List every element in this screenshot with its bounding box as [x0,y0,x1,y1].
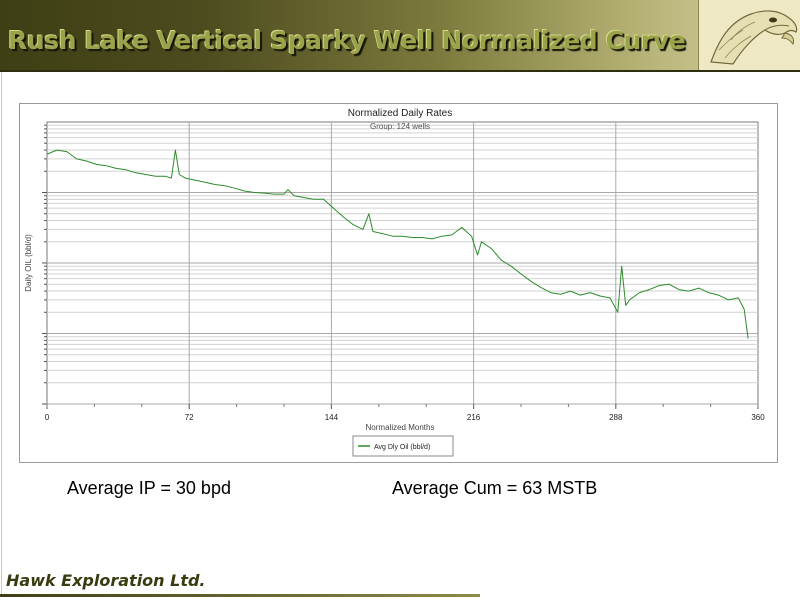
legend-label: Avg Dly Oil (bbl/d) [374,444,430,451]
average-cum-label: Average Cum = 63 MSTB [392,478,598,498]
eagle-head-icon [698,0,800,70]
series-line [46,149,749,339]
y-axis-label: Daily OIL (bbl/d) [24,234,33,292]
x-tick-label: 0 [45,413,50,422]
footer-rule [0,594,480,597]
slide-header: Rush Lake Vertical Sparky Well Normalize… [0,0,800,72]
average-ip-label: Average IP = 30 bpd [67,478,231,498]
company-name: Hawk Exploration Ltd. [6,571,206,590]
x-axis-label: Normalized Months [366,423,435,432]
slide-title: Rush Lake Vertical Sparky Well Normalize… [8,26,686,55]
chart-subtitle: Group: 124 wells [370,122,430,131]
x-tick-label: 360 [751,413,765,422]
legend-box [352,435,454,457]
chart-title: Normalized Daily Rates [348,108,452,119]
normalized-rates-chart: 0 72 144 216 288 360 Normalized Daily Rates Gro… [19,103,778,463]
x-tick-label: 72 [185,413,194,422]
x-tick-label: 288 [609,413,623,422]
x-tick-label: 144 [325,413,339,422]
x-tick-label: 216 [467,413,481,422]
chart-svg: 0 72 144 216 288 360 Normalized Daily Rates Gro… [24,108,765,457]
slide-left-border [1,72,2,594]
